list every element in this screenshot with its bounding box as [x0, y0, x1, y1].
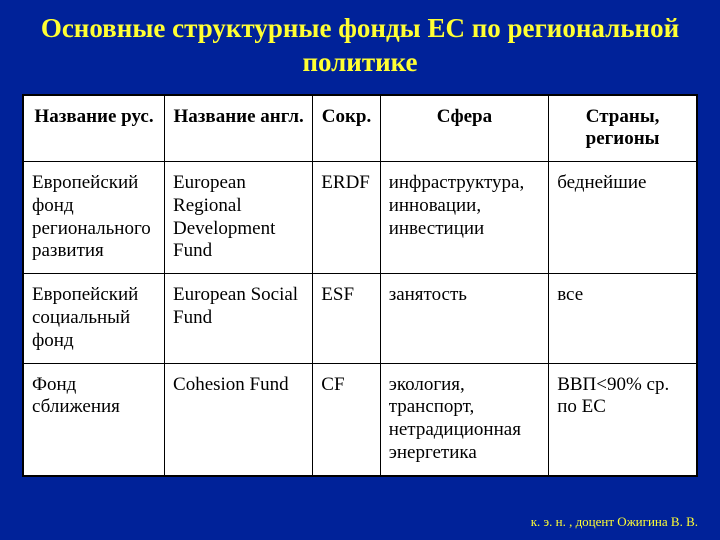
cell-rus: Европейский фонд регионального развития	[23, 162, 165, 274]
table-row: Фонд сближения Cohesion Fund CF экология…	[23, 363, 697, 476]
cell-sphere: занятость	[380, 274, 549, 363]
cell-sphere: экология, транспорт, нетрадиционная энер…	[380, 363, 549, 476]
cell-countries: ВВП<90% ср. по ЕС	[549, 363, 697, 476]
cell-abbr: ESF	[313, 274, 380, 363]
cell-eng: European Social Fund	[165, 274, 313, 363]
col-header-sphere: Сфера	[380, 95, 549, 162]
col-header-countries: Страны, регионы	[549, 95, 697, 162]
funds-table: Название рус. Название англ. Сокр. Сфера…	[22, 94, 698, 477]
col-header-eng: Название англ.	[165, 95, 313, 162]
col-header-rus: Название рус.	[23, 95, 165, 162]
cell-sphere: инфраструктура, инновации, инвестиции	[380, 162, 549, 274]
cell-abbr: CF	[313, 363, 380, 476]
cell-eng: European Regional Development Fund	[165, 162, 313, 274]
col-header-abbr: Сокр.	[313, 95, 380, 162]
cell-rus: Европейский социальный фонд	[23, 274, 165, 363]
cell-countries: беднейшие	[549, 162, 697, 274]
cell-abbr: ERDF	[313, 162, 380, 274]
slide-title: Основные структурные фонды ЕС по региона…	[22, 12, 698, 80]
table-header-row: Название рус. Название англ. Сокр. Сфера…	[23, 95, 697, 162]
cell-rus: Фонд сближения	[23, 363, 165, 476]
cell-countries: все	[549, 274, 697, 363]
cell-eng: Cohesion Fund	[165, 363, 313, 476]
slide-footer: к. э. н. , доцент Ожигина В. В.	[531, 514, 698, 530]
table-row: Европейский фонд регионального развития …	[23, 162, 697, 274]
table-row: Европейский социальный фонд European Soc…	[23, 274, 697, 363]
